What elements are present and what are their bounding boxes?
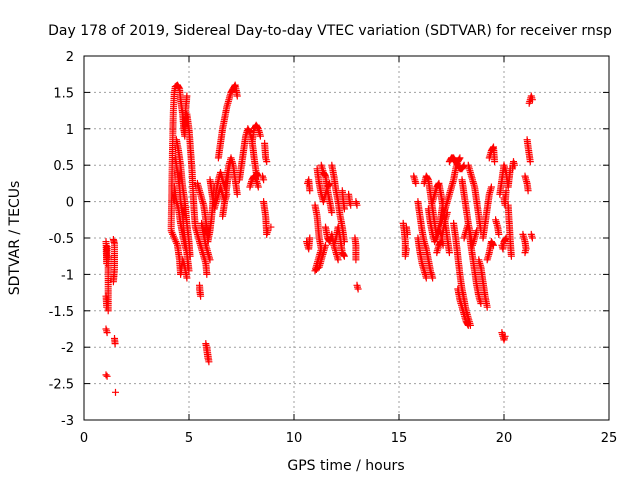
- y-tick-label: -0.5: [49, 232, 74, 247]
- x-tick-label: 15: [391, 431, 408, 446]
- y-tick-label: 2: [66, 50, 74, 65]
- x-tick-label: 0: [80, 431, 88, 446]
- y-tick-label: 0.5: [53, 159, 74, 174]
- chart-title: Day 178 of 2019, Sidereal Day-to-day VTE…: [48, 23, 612, 39]
- y-tick-label: 0: [66, 196, 74, 211]
- x-tick-label: 25: [601, 431, 618, 446]
- x-tick-label: 5: [185, 431, 193, 446]
- y-tick-label: -2.5: [49, 378, 74, 393]
- axis-ticks: 0 5 10 15 20 25 -3 -2.5 -2 -1.5 -1 -0.5 0 0.5 1 1.5 2: [49, 50, 618, 446]
- y-tick-label: -3: [61, 414, 74, 429]
- y-tick-label: 1.5: [53, 86, 74, 101]
- y-tick-label: 1: [66, 123, 74, 138]
- y-tick-label: -1: [61, 268, 74, 283]
- sdtvar-points: [102, 81, 536, 396]
- x-tick-label: 20: [496, 431, 513, 446]
- y-tick-label: -1.5: [49, 305, 74, 320]
- x-tick-label: 10: [286, 431, 303, 446]
- data-points: [102, 81, 536, 396]
- x-axis-title: GPS time / hours: [287, 458, 404, 474]
- y-axis-title: SDTVAR / TECUs: [7, 181, 23, 296]
- y-tick-label: -2: [61, 341, 74, 356]
